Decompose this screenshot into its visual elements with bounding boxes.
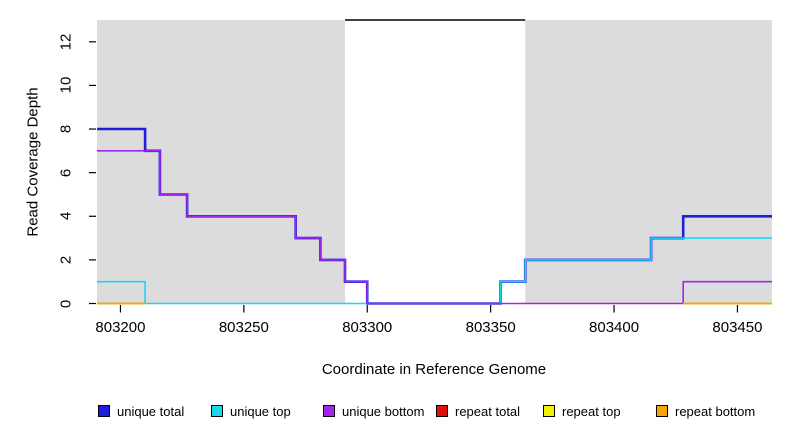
- legend-swatch-repeat-top: [543, 405, 555, 417]
- series-unique-bottom: [97, 150, 772, 305]
- series-unique-top: [97, 237, 772, 305]
- legend-label: repeat total: [455, 404, 521, 419]
- legend-swatch-repeat-bottom: [656, 405, 668, 417]
- y-tick-label: 4: [57, 212, 75, 221]
- x-tick-label: 803400: [589, 319, 640, 336]
- x-tick-label: 803450: [712, 319, 763, 336]
- legend-label: unique bottom: [342, 404, 425, 419]
- x-tick-label: 803250: [218, 319, 269, 336]
- legend-label: repeat top: [562, 404, 621, 419]
- y-tick-label: 6: [57, 168, 75, 177]
- y-tick-label: 0: [57, 299, 75, 308]
- y-tick-label: 12: [57, 33, 75, 51]
- legend-label: unique top: [230, 404, 291, 419]
- x-tick-label: 803350: [465, 319, 516, 336]
- x-tick-label: 803300: [342, 319, 393, 336]
- shaded-region: [525, 20, 772, 304]
- legend-swatch-unique-top: [211, 405, 223, 417]
- y-tick-label: 10: [57, 77, 75, 94]
- x-axis-label: Coordinate in Reference Genome: [321, 361, 547, 378]
- legend-label: unique total: [117, 404, 185, 419]
- y-tick-label: 2: [57, 255, 75, 265]
- y-axis-label: Read Coverage Depth: [24, 87, 42, 237]
- y-tick-label: 8: [57, 124, 75, 134]
- x-tick-label: 803200: [95, 319, 146, 336]
- legend-swatch-repeat-total: [436, 405, 448, 417]
- legend-swatch-unique-bottom: [323, 405, 335, 417]
- legend-swatch-unique-total: [98, 405, 110, 417]
- shaded-region: [97, 20, 346, 304]
- legend-label: repeat bottom: [675, 404, 756, 419]
